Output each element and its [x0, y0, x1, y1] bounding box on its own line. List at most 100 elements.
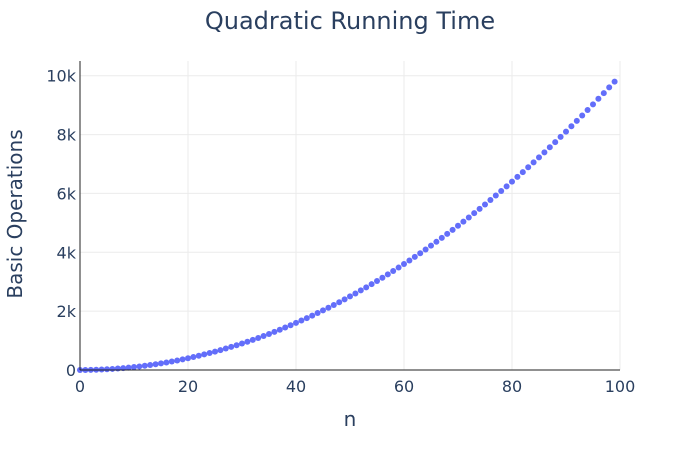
- data-point: [563, 128, 569, 135]
- y-tick-label: 2k: [57, 302, 77, 321]
- data-point: [347, 293, 353, 300]
- data-point: [514, 173, 521, 180]
- y-tick-label: 8k: [57, 126, 77, 145]
- x-tick-label: 80: [502, 377, 522, 396]
- data-point: [465, 214, 472, 221]
- data-point: [168, 358, 175, 365]
- data-point: [266, 330, 272, 337]
- data-point: [406, 257, 413, 264]
- data-point: [222, 345, 229, 352]
- data-point: [298, 317, 305, 324]
- data-point: [606, 84, 613, 91]
- y-axis-title: Basic Operations: [3, 129, 27, 298]
- data-point: [595, 95, 602, 102]
- data-point: [444, 230, 451, 237]
- data-point: [557, 133, 564, 140]
- data-point: [163, 359, 170, 366]
- data-point: [584, 106, 591, 113]
- data-point: [401, 261, 407, 268]
- data-point: [509, 178, 515, 185]
- data-point: [136, 363, 143, 370]
- data-point: [174, 357, 181, 364]
- data-point: [455, 222, 461, 229]
- data-point: [271, 328, 278, 335]
- data-point: [368, 281, 375, 288]
- data-point: [152, 361, 159, 368]
- data-point: [530, 159, 537, 166]
- data-point: [471, 210, 478, 217]
- data-point: [476, 205, 483, 212]
- data-point: [201, 351, 208, 358]
- data-point: [379, 274, 386, 281]
- data-point: [233, 342, 240, 349]
- data-point: [422, 246, 429, 253]
- scatter-points: [77, 78, 618, 373]
- data-point: [309, 312, 316, 319]
- data-point: [600, 90, 607, 97]
- x-axis-title: n: [344, 407, 357, 431]
- data-point: [217, 347, 224, 354]
- data-point: [552, 139, 559, 146]
- x-tick-label: 40: [286, 377, 306, 396]
- data-point: [519, 169, 526, 176]
- x-tick-label: 60: [394, 377, 414, 396]
- data-point: [384, 271, 391, 278]
- data-point: [320, 307, 326, 314]
- data-point: [147, 362, 154, 369]
- data-point: [303, 315, 310, 322]
- data-point: [374, 277, 380, 284]
- data-point: [573, 117, 580, 124]
- axes: [79, 61, 620, 371]
- data-point: [239, 340, 245, 347]
- data-point: [536, 154, 542, 161]
- data-point: [244, 338, 251, 345]
- y-tick-label: 10k: [46, 67, 76, 86]
- data-point: [433, 238, 440, 245]
- data-point: [363, 284, 370, 291]
- data-point: [579, 112, 586, 119]
- data-point: [525, 164, 532, 171]
- data-point: [185, 355, 191, 362]
- x-tick-labels: 0 20 40 60 80 100: [75, 377, 635, 396]
- data-point: [179, 356, 186, 363]
- grid: [80, 61, 621, 370]
- data-point: [341, 296, 348, 303]
- data-point: [206, 350, 213, 357]
- data-point: [109, 365, 116, 372]
- data-point: [276, 326, 283, 333]
- data-point: [460, 218, 467, 225]
- data-point: [417, 250, 424, 257]
- data-point: [411, 253, 418, 260]
- data-point: [390, 268, 397, 275]
- y-tick-label: 4k: [57, 243, 77, 262]
- data-point: [228, 343, 235, 350]
- data-point: [352, 290, 359, 297]
- data-point: [330, 301, 337, 308]
- data-point: [546, 144, 553, 151]
- data-point: [438, 234, 445, 241]
- data-point: [482, 201, 488, 208]
- data-point: [158, 360, 164, 367]
- data-point: [395, 264, 402, 271]
- x-tick-label: 100: [605, 377, 636, 396]
- data-point: [104, 366, 110, 373]
- data-point: [568, 123, 575, 130]
- x-tick-label: 20: [178, 377, 198, 396]
- data-point: [611, 78, 618, 85]
- data-point: [590, 101, 596, 108]
- data-point: [487, 197, 494, 204]
- data-point: [498, 187, 505, 194]
- data-point: [541, 149, 548, 156]
- data-point: [255, 334, 262, 341]
- data-point: [125, 364, 132, 371]
- y-tick-labels: 0 2k 4k 6k 8k 10k: [46, 67, 76, 380]
- data-point: [141, 362, 148, 369]
- data-point: [325, 304, 332, 311]
- chart-title: Quadratic Running Time: [205, 7, 495, 35]
- data-point: [357, 287, 364, 294]
- data-point: [114, 365, 121, 372]
- data-point: [260, 332, 267, 339]
- y-tick-label: 6k: [57, 184, 77, 203]
- data-point: [212, 348, 218, 355]
